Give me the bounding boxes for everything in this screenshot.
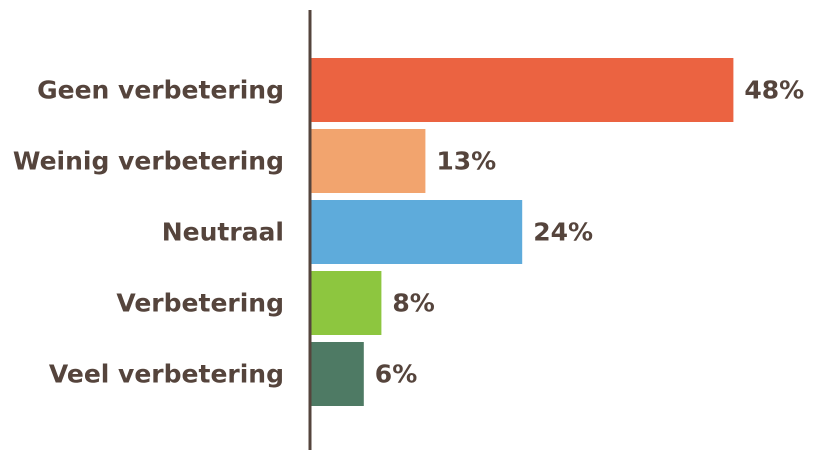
bar-0 [311,58,734,122]
value-label-4: 6% [375,360,417,389]
category-label-0: Geen verbetering [37,76,284,105]
category-label-1: Weinig verbetering [13,147,284,176]
bar-1 [311,129,426,193]
category-label-3: Verbetering [116,289,284,318]
value-label-3: 8% [392,289,434,318]
bar-2 [311,200,523,264]
value-label-1: 13% [436,147,496,176]
value-label-2: 24% [533,218,593,247]
bar-3 [311,271,382,335]
category-label-2: Neutraal [162,218,284,247]
bar-4 [311,342,364,406]
bars-layer: Geen verbetering 48% Weinig verbetering 13%… [13,58,804,406]
value-label-0: 48% [744,76,804,105]
category-label-4: Veel verbetering [49,360,284,389]
